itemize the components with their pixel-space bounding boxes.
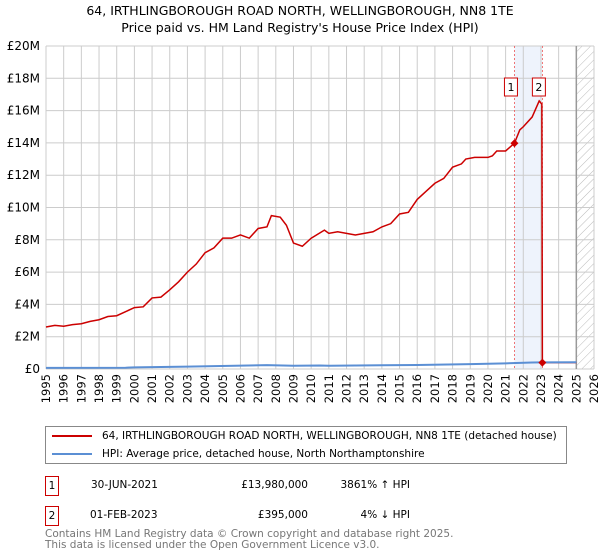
x-tick-label: 2020 [481, 374, 495, 403]
y-tick-label: £14M [7, 136, 40, 150]
y-tick-label: £6M [14, 265, 40, 279]
x-tick-label: 2010 [304, 374, 318, 403]
transaction-row: 2 01-FEB-2023 £395,000 4% ↓ HPI [45, 506, 445, 526]
y-tick-label: £8M [14, 233, 40, 247]
x-tick-label: 2024 [552, 374, 566, 403]
marker-label: 2 [535, 81, 542, 94]
footer-copyright: Contains HM Land Registry data © Crown c… [45, 528, 454, 540]
x-tick-label: 2017 [428, 374, 442, 403]
x-tick-label: 2002 [163, 374, 177, 403]
x-tick-label: 2016 [410, 374, 424, 403]
y-tick-label: £20M [7, 39, 40, 53]
x-tick-label: 2025 [569, 374, 583, 403]
marker-label-box [503, 77, 518, 97]
marker-badge: 1 [45, 476, 59, 496]
x-tick-label: 1998 [92, 374, 106, 403]
hpi-line [45, 361, 577, 369]
x-tick-label: 2009 [286, 374, 300, 403]
x-tick-label: 2003 [180, 374, 194, 403]
y-tick-label: £0 [25, 362, 40, 376]
chart-subtitle: Price paid vs. HM Land Registry's House … [121, 20, 479, 35]
x-tick-label: 1997 [74, 374, 88, 403]
x-tick-label: 2014 [375, 374, 389, 403]
y-tick-label: £12M [7, 168, 40, 182]
x-tick-label: 2006 [233, 374, 247, 403]
transaction-hpi: 3861% ↑ HPI [340, 479, 411, 491]
x-tick-label: 2000 [127, 374, 141, 403]
legend-hpi: HPI: Average price, detached house, Nort… [102, 448, 425, 460]
y-tick-label: £16M [7, 104, 40, 118]
sale-point-marker [510, 139, 519, 148]
transaction-price: £13,980,000 [241, 479, 308, 491]
y-tick-label: £4M [14, 297, 40, 311]
price-chart: 1995 1996 1997 1998 1999 2000 2001 2002 2003 2004… [7, 39, 600, 403]
marker-label-box [531, 77, 546, 97]
transaction-date: 30-JUN-2021 [91, 479, 158, 491]
x-tick-label: 1996 [57, 374, 71, 403]
hpi-line-swatch [52, 453, 92, 455]
x-tick-label: 2013 [357, 374, 371, 403]
transaction-date: 01-FEB-2023 [90, 509, 158, 521]
transaction-hpi: 4% ↓ HPI [360, 509, 410, 521]
x-tick-label: 2019 [463, 374, 477, 403]
footer-licence: This data is licensed under the Open Gov… [45, 539, 380, 551]
transaction-row: 1 30-JUN-2021 £13,980,000 3861% ↑ HPI [45, 476, 445, 496]
y-tick-label: £18M [7, 71, 40, 85]
x-tick-label: 2026 [587, 374, 600, 403]
x-tick-label: 2018 [446, 374, 460, 403]
y-tick-label: £10M [7, 201, 40, 215]
property-price-line [45, 99, 577, 364]
legend-property: 64, IRTHLINGBOROUGH ROAD NORTH, WELLINGB… [102, 430, 557, 442]
x-tick-label: 2007 [251, 374, 265, 403]
property-line-swatch [52, 435, 92, 437]
x-tick-label: 1995 [39, 374, 53, 403]
marker-label: 1 [507, 81, 514, 94]
sale-point-marker [538, 358, 547, 367]
x-tick-label: 2022 [516, 374, 530, 403]
x-tick-label: 2001 [145, 374, 159, 403]
y-tick-label: £2M [14, 330, 40, 344]
x-tick-label: 1999 [110, 374, 124, 403]
x-tick-label: 2004 [198, 374, 212, 403]
transaction-price: £395,000 [257, 509, 308, 521]
footer: Contains HM Land Registry data © Crown c… [45, 529, 453, 551]
chart-title: 64, IRTHLINGBOROUGH ROAD NORTH, WELLINGB… [86, 3, 514, 18]
x-tick-label: 2023 [534, 374, 548, 403]
x-tick-label: 2021 [499, 374, 513, 403]
x-tick-label: 2011 [322, 374, 336, 403]
x-tick-label: 2008 [269, 374, 283, 403]
marker-badge: 2 [45, 506, 59, 526]
x-tick-label: 2015 [393, 374, 407, 403]
legend: 64, IRTHLINGBOROUGH ROAD NORTH, WELLINGB… [45, 426, 567, 464]
x-tick-label: 2005 [216, 374, 230, 403]
x-tick-label: 2012 [340, 374, 354, 403]
